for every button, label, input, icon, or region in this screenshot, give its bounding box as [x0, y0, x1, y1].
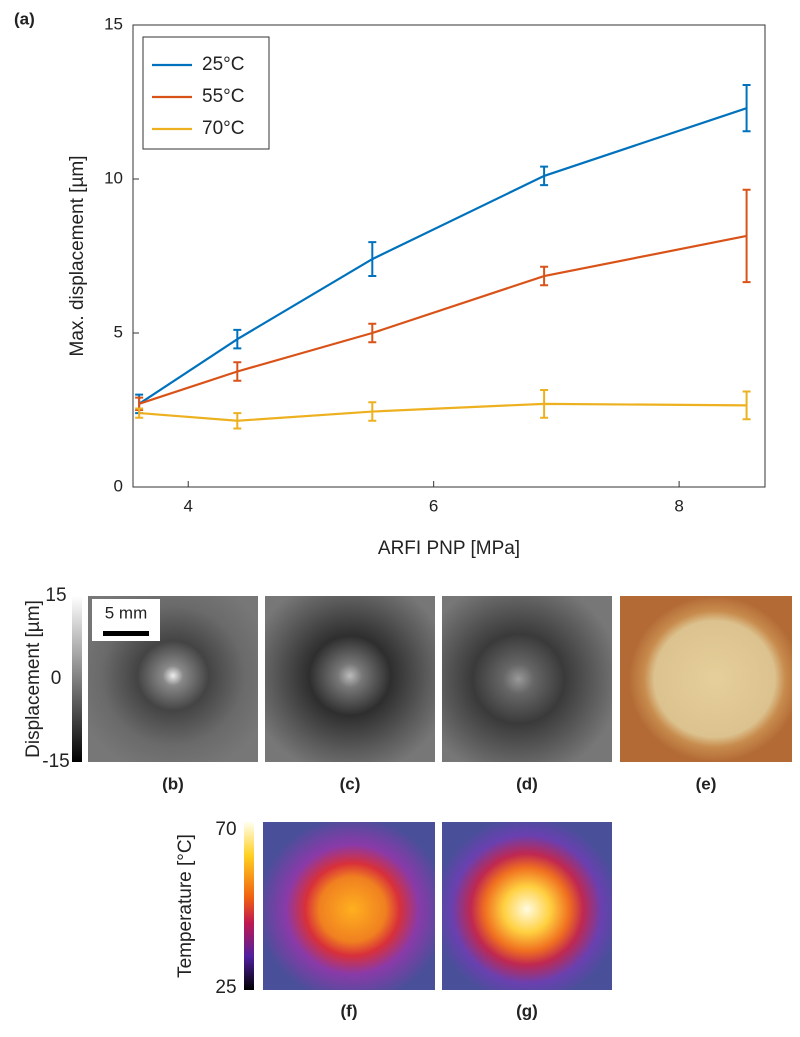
- panel-label: (b): [162, 774, 184, 793]
- colorbar: [244, 822, 254, 990]
- error-bar: [742, 84, 751, 133]
- series-line: [138, 107, 747, 405]
- error-bar: [540, 388, 549, 419]
- colorbar-label: Temperature [°C]: [175, 834, 196, 978]
- y-tick-label: 5: [114, 322, 123, 341]
- error-bar: [540, 165, 549, 187]
- panel-label: (e): [696, 774, 717, 793]
- y-tick-label: 15: [104, 14, 123, 33]
- panel-label: (g): [516, 1001, 538, 1020]
- error-bar: [368, 241, 377, 278]
- series-line: [139, 402, 747, 422]
- error-bar: [742, 390, 751, 421]
- panel-label: (c): [340, 774, 361, 793]
- colorbar-tick-label: 0: [51, 668, 62, 689]
- error-bar: [540, 265, 549, 287]
- x-tick-label: 4: [183, 496, 192, 515]
- legend-label: 25°C: [202, 54, 244, 75]
- plot: 4 6 8 0 5 10 15: [104, 14, 751, 515]
- series-line: [138, 234, 747, 405]
- x-tick-label: 6: [429, 496, 438, 515]
- colorbar-tick-label: 15: [45, 585, 66, 606]
- y-tick-label: 0: [114, 476, 123, 495]
- scale-bar-label: 5 mm: [105, 603, 148, 622]
- colorbar-tick-label: -15: [42, 751, 69, 772]
- legend-label: 55°C: [202, 86, 244, 107]
- colorbar-tick-label: 70: [215, 819, 236, 840]
- error-bar: [233, 328, 242, 350]
- error-bar: [368, 401, 377, 422]
- y-tick-label: 10: [104, 168, 123, 187]
- error-bar: [742, 188, 751, 284]
- image-c: [265, 596, 435, 762]
- image-g: [442, 822, 612, 990]
- legend-label: 70°C: [202, 118, 244, 139]
- scale-bar: [103, 631, 149, 636]
- error-bar: [233, 361, 242, 382]
- x-axis-label: ARFI PNP [MPa]: [378, 538, 520, 559]
- plot-frame: [132, 24, 766, 488]
- error-bar: [368, 322, 377, 344]
- colorbar-label: Displacement [µm]: [23, 600, 44, 758]
- error-bar: [135, 407, 144, 419]
- colorbar: [72, 596, 82, 762]
- image-d: [442, 596, 612, 762]
- legend: [142, 36, 270, 150]
- panel-label: (d): [516, 774, 538, 793]
- image-e: [620, 596, 792, 762]
- x-tick-label: 8: [674, 496, 683, 515]
- error-bar: [233, 412, 242, 430]
- colorbar-tick-label: 25: [215, 977, 236, 998]
- image-f: [263, 822, 435, 990]
- panel-label: (f): [341, 1001, 358, 1020]
- y-axis-label: Max. displacement [µm]: [67, 155, 88, 356]
- panel-label: (a): [14, 9, 35, 28]
